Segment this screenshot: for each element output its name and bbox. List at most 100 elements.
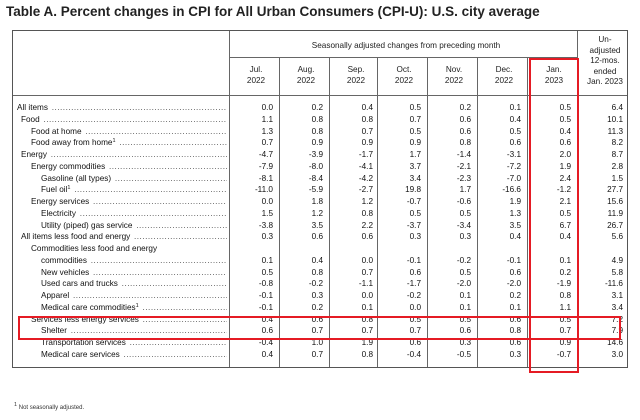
row-label: All items less food and energy .........…: [21, 231, 227, 242]
value-cell: 6.7: [559, 220, 571, 230]
footnote-marker: 1: [14, 402, 18, 408]
value-cell: 0.5: [509, 126, 521, 136]
leader-dots: ........................................…: [85, 126, 227, 136]
table-row: Used cars and trucks ...................…: [13, 278, 627, 289]
value-cell: -3.1: [506, 150, 521, 159]
value-cell: -11.6: [604, 279, 623, 289]
table-title: Table A. Percent changes in CPI for All …: [6, 4, 540, 19]
footnote-ref: 1: [135, 302, 139, 309]
value-cell: 0.9: [311, 138, 323, 148]
value-cell: 0.6: [509, 338, 521, 347]
value-cell: 0.8: [509, 326, 521, 336]
value-cell: -0.1: [406, 255, 421, 265]
row-label: New vehicles ...........................…: [41, 267, 227, 278]
table-row: All items ..............................…: [13, 102, 627, 113]
grid-vline: [329, 57, 330, 367]
month-header: Sep. 2022: [335, 65, 377, 86]
row-label-text: Used cars and trucks: [41, 279, 119, 289]
unadjusted-header-line: ended: [593, 66, 617, 76]
value-cell: 3.7: [409, 161, 421, 171]
row-label-text: Medical care commodities1: [41, 302, 140, 312]
value-cell: 5.8: [611, 267, 623, 277]
leader-dots: ........................................…: [134, 232, 227, 242]
value-cell: 0.8: [311, 114, 323, 124]
leader-dots: ........................................…: [121, 279, 227, 289]
value-cell: 1.1: [261, 114, 273, 124]
value-cell: 0.0: [361, 291, 373, 300]
month-header-month: Nov.: [445, 65, 463, 74]
value-cell: 10.1: [607, 114, 623, 124]
value-cell: 6.4: [611, 103, 623, 112]
value-cell: 0.7: [361, 267, 373, 277]
row-label: Food away from home1 ...................…: [31, 137, 227, 148]
highlight-services-shelter: [18, 316, 621, 340]
row-label: Food at home ...........................…: [31, 126, 227, 137]
value-cell: -1.1: [358, 279, 373, 289]
value-cell: 26.7: [607, 220, 623, 230]
row-label: Fuel oil1 ..............................…: [41, 184, 227, 195]
value-cell: 1.2: [361, 197, 373, 206]
value-cell: -8.4: [308, 173, 323, 183]
table-row: All items less food and energy .........…: [13, 231, 627, 242]
value-cell: 0.3: [409, 232, 421, 242]
value-cell: -0.4: [258, 338, 273, 347]
leader-dots: ........................................…: [142, 302, 227, 312]
table-row: Food ...................................…: [13, 114, 627, 125]
value-cell: 0.2: [559, 267, 571, 277]
row-label: Commodities less food and energy: [31, 243, 227, 254]
value-cell: 0.5: [409, 314, 421, 324]
leader-dots: ........................................…: [119, 138, 227, 148]
value-cell: 0.0: [409, 302, 421, 312]
value-cell: 1.7: [409, 150, 421, 159]
table-row: Energy .................................…: [13, 149, 627, 160]
table-row: Medical care services ..................…: [13, 349, 627, 360]
leader-dots: ........................................…: [79, 208, 227, 218]
leader-dots: ........................................…: [142, 314, 227, 324]
value-cell: -1.4: [456, 150, 471, 159]
row-label-text: Food: [21, 114, 41, 124]
value-cell: 0.9: [559, 338, 571, 347]
value-cell: -5.9: [308, 185, 323, 195]
value-cell: 4.9: [611, 255, 623, 265]
value-cell: 2.0: [559, 150, 571, 159]
value-cell: -3.7: [406, 220, 421, 230]
table-row: Utility (piped) gas service ............…: [13, 220, 627, 231]
value-cell: 0.5: [409, 126, 421, 136]
highlight-jan-column: [529, 58, 579, 373]
value-cell: 11.9: [607, 208, 623, 218]
value-cell: 1.1: [559, 302, 571, 312]
leader-dots: ........................................…: [51, 103, 227, 112]
month-header: Dec. 2022: [483, 65, 525, 86]
value-cell: -7.9: [258, 161, 273, 171]
row-label-text: commodities: [41, 255, 88, 265]
month-header: Nov. 2022: [433, 65, 475, 86]
value-cell: 1.5: [611, 173, 623, 183]
value-cell: 0.7: [261, 138, 273, 148]
value-cell: 15.6: [607, 197, 623, 206]
value-cell: -0.1: [506, 255, 521, 265]
value-cell: -2.3: [456, 173, 471, 183]
month-header-year: 2022: [296, 75, 316, 85]
month-header-month: Aug.: [297, 65, 315, 74]
row-label-text: Utility (piped) gas service: [41, 220, 134, 230]
value-cell: 0.3: [311, 291, 323, 300]
value-cell: 7.9: [611, 326, 623, 336]
value-cell: -0.6: [456, 197, 471, 206]
value-cell: -2.7: [358, 185, 373, 195]
value-cell: 0.6: [509, 314, 521, 324]
row-label-text: Fuel oil1: [41, 185, 72, 195]
value-cell: -7.0: [506, 173, 521, 183]
group-header: Seasonally adjusted changes from precedi…: [311, 41, 501, 50]
month-header-year: 2022: [394, 75, 414, 85]
value-cell: 1.9: [361, 338, 373, 347]
value-cell: 0.5: [459, 267, 471, 277]
value-cell: -0.2: [406, 291, 421, 300]
leader-dots: ........................................…: [136, 220, 227, 230]
value-cell: 0.5: [559, 114, 571, 124]
grid-vline: [527, 57, 528, 367]
value-cell: 0.4: [361, 103, 373, 112]
value-cell: 27.7: [607, 185, 623, 195]
value-cell: 8.2: [611, 138, 623, 148]
value-cell: 0.6: [509, 267, 521, 277]
value-cell: 0.6: [261, 326, 273, 336]
